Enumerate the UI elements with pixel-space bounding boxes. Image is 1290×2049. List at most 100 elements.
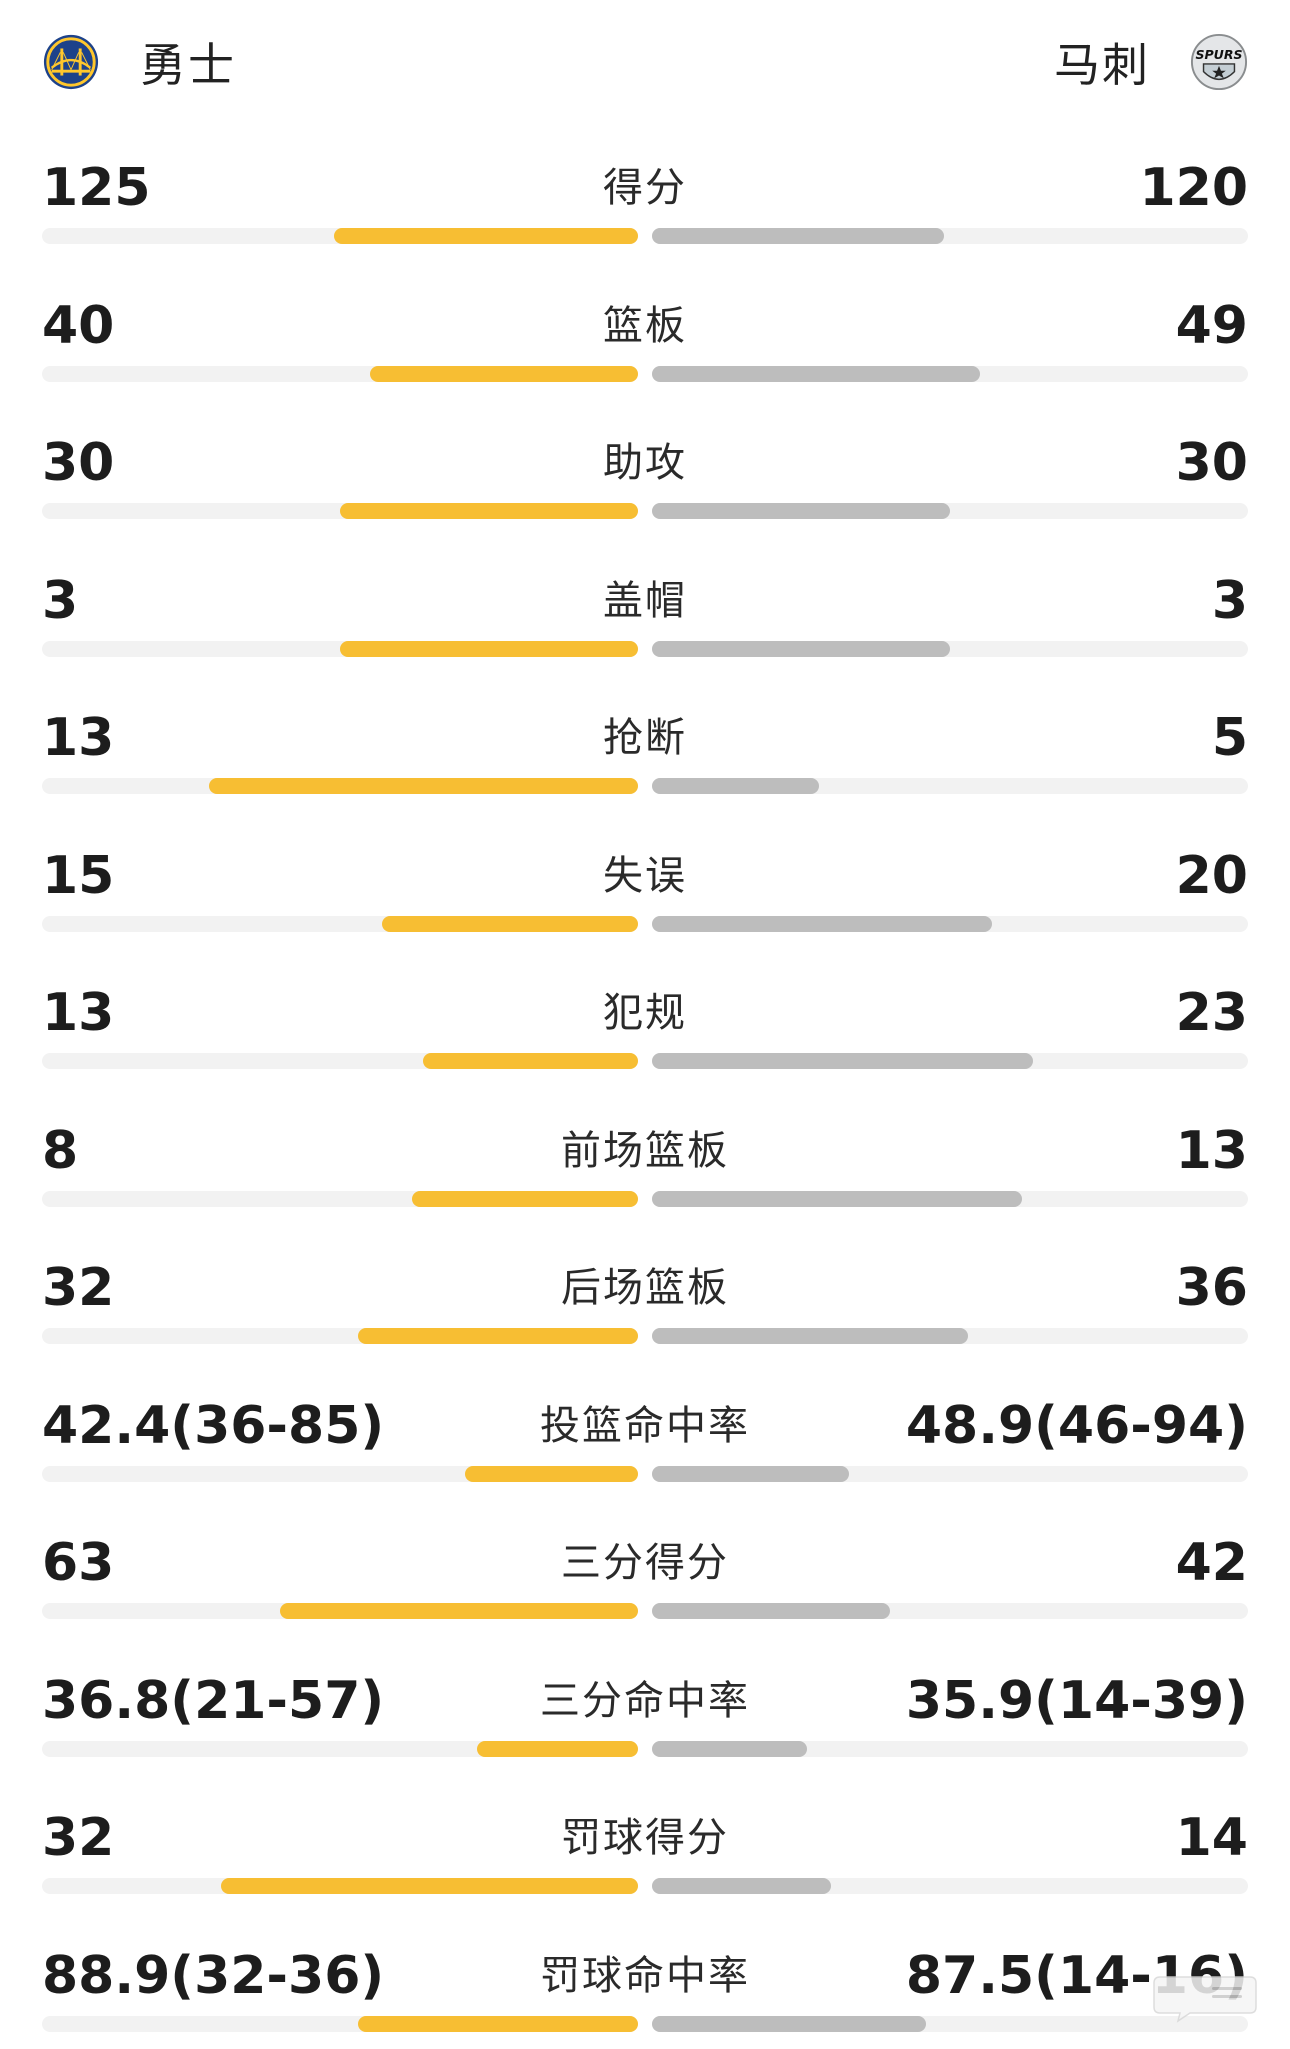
away-stat-track <box>652 1053 1248 1069</box>
home-stat-track <box>42 503 638 519</box>
home-stat-track <box>42 1328 638 1344</box>
away-stat-bar <box>652 1053 1033 1069</box>
away-stat-track <box>652 778 1248 794</box>
away-stat-value: 120 <box>1139 158 1248 218</box>
home-stat-bar <box>370 366 638 382</box>
home-stat-bar <box>382 916 638 932</box>
spurs-logo-text: SPURS <box>1195 47 1242 62</box>
home-stat-bar <box>412 1191 638 1207</box>
home-stat-track <box>42 228 638 244</box>
stat-label: 失误 <box>0 850 1290 902</box>
away-stat-track <box>652 503 1248 519</box>
away-stat-value: 36 <box>1176 1258 1248 1318</box>
home-stat-track <box>42 1878 638 1894</box>
away-stat-track <box>652 1466 1248 1482</box>
home-stat-track <box>42 1191 638 1207</box>
away-stat-value: 35.9(14-39) <box>906 1671 1248 1731</box>
home-team[interactable]: 勇士 <box>42 30 236 94</box>
stat-label: 得分 <box>0 162 1290 214</box>
away-stat-bar <box>652 1191 1022 1207</box>
away-stat-bar <box>652 1741 807 1757</box>
away-stat-track <box>652 1878 1248 1894</box>
home-stat-bar <box>340 641 638 657</box>
away-stat-bar <box>652 366 980 382</box>
away-stat-track <box>652 1603 1248 1619</box>
away-stat-value: 42 <box>1176 1533 1248 1593</box>
home-stat-bar <box>340 503 638 519</box>
home-stat-bar <box>334 228 638 244</box>
away-stat-track <box>652 916 1248 932</box>
away-stat-value: 3 <box>1212 571 1248 631</box>
away-stat-bar <box>652 916 992 932</box>
away-stat-track <box>652 1741 1248 1757</box>
away-stat-track <box>652 1191 1248 1207</box>
stat-label: 犯规 <box>0 987 1290 1039</box>
home-stat-track <box>42 366 638 382</box>
home-stat-track <box>42 916 638 932</box>
home-stat-track <box>42 1603 638 1619</box>
away-stat-value: 23 <box>1176 983 1248 1043</box>
away-stat-track <box>652 228 1248 244</box>
away-stat-value: 30 <box>1176 433 1248 493</box>
away-stat-track <box>652 641 1248 657</box>
away-stat-bar <box>652 1466 849 1482</box>
home-stat-bar <box>358 1328 638 1344</box>
stat-label: 助攻 <box>0 437 1290 489</box>
warriors-logo-icon <box>42 33 100 91</box>
away-stat-value: 48.9(46-94) <box>906 1396 1248 1456</box>
away-stat-bar <box>652 1878 831 1894</box>
spurs-logo-icon: SPURS <box>1190 33 1248 91</box>
home-stat-track <box>42 641 638 657</box>
away-stat-value: 13 <box>1176 1121 1248 1181</box>
away-stat-bar <box>652 503 950 519</box>
home-stat-bar <box>465 1466 638 1482</box>
home-stat-track <box>42 2016 638 2032</box>
away-stat-bar <box>652 1603 890 1619</box>
stat-label: 抢断 <box>0 712 1290 764</box>
away-team[interactable]: 马刺 SPURS <box>1054 30 1248 94</box>
away-stat-bar <box>652 641 950 657</box>
home-stat-bar <box>209 778 638 794</box>
away-stat-value: 5 <box>1212 708 1248 768</box>
away-stat-bar <box>652 778 819 794</box>
home-stat-bar <box>423 1053 638 1069</box>
home-team-name: 勇士 <box>140 29 236 95</box>
stat-label: 罚球得分 <box>0 1812 1290 1864</box>
home-stat-track <box>42 778 638 794</box>
home-stat-bar <box>280 1603 638 1619</box>
away-team-name: 马刺 <box>1054 29 1150 95</box>
away-stat-value: 20 <box>1176 846 1248 906</box>
home-stat-track <box>42 1053 638 1069</box>
header: 勇士 马刺 SPURS <box>0 0 1290 124</box>
away-stat-bar <box>652 1328 968 1344</box>
home-stat-track <box>42 1466 638 1482</box>
away-stat-value: 49 <box>1176 296 1248 356</box>
away-stat-track <box>652 366 1248 382</box>
home-stat-bar <box>221 1878 638 1894</box>
away-stat-bar <box>652 2016 926 2032</box>
stat-label: 三分得分 <box>0 1537 1290 1589</box>
stat-label: 前场篮板 <box>0 1125 1290 1177</box>
home-stat-bar <box>477 1741 638 1757</box>
stat-label: 后场篮板 <box>0 1262 1290 1314</box>
away-stat-track <box>652 1328 1248 1344</box>
away-stat-bar <box>652 228 944 244</box>
away-stat-value: 14 <box>1176 1808 1248 1868</box>
chat-bubble-icon <box>1150 1969 1260 2023</box>
home-stat-track <box>42 1741 638 1757</box>
home-stat-bar <box>358 2016 638 2032</box>
